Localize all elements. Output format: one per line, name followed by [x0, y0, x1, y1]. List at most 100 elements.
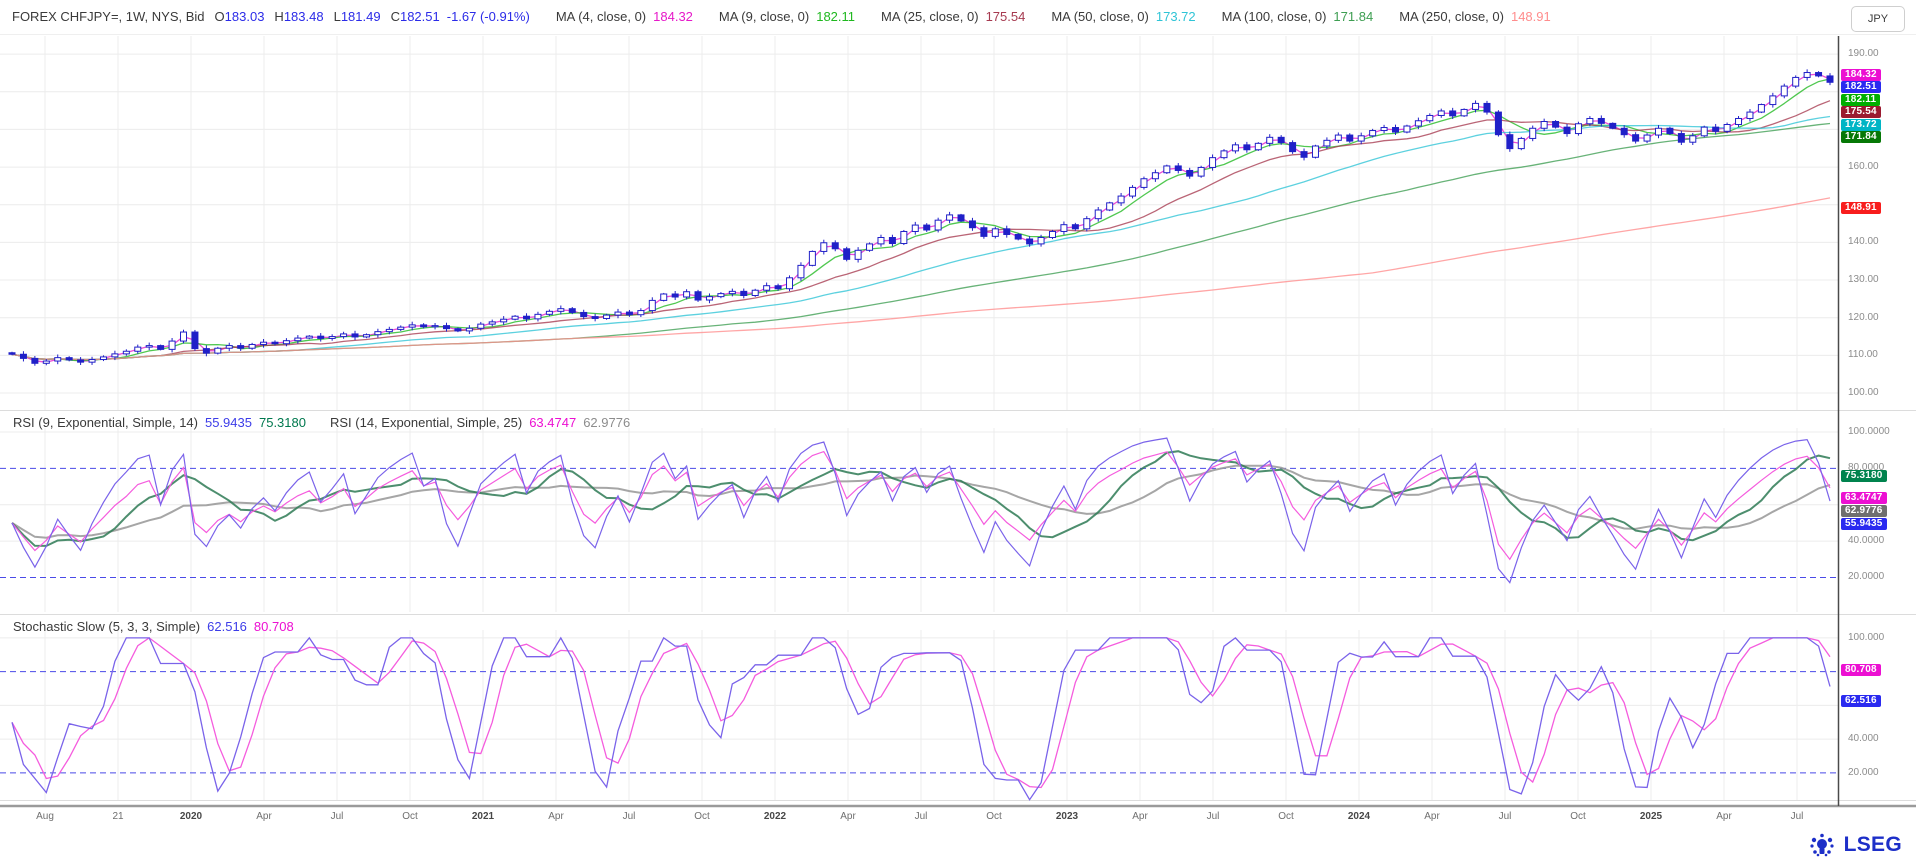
rsi2-signal-value: 62.9776 [583, 415, 631, 430]
instrument-title[interactable]: FOREX CHFJPY=, 1W, NYS, Bid [12, 9, 205, 24]
ohlc-item: O183.03 [214, 9, 265, 24]
price-axis-tick: 100.0000 [1848, 426, 1890, 437]
price-axis-tick: 190.00 [1848, 48, 1879, 60]
price-badge: 182.51 [1841, 81, 1881, 94]
price-axis-tick: 100.000 [1848, 631, 1885, 643]
price-axis-tick: 40.000 [1848, 733, 1879, 745]
ma-legend-item[interactable]: MA (9, close, 0) 182.11 [718, 9, 856, 24]
price-axis-tick: 160.00 [1848, 161, 1879, 173]
chart-legend-rsi: RSI (9, Exponential, Simple, 14) 55.9435… [13, 415, 630, 430]
ma-legend-item[interactable]: MA (100, close, 0) 171.84 [1221, 9, 1374, 24]
time-axis-label: Oct [986, 811, 1002, 822]
stochastic-k-value: 62.516 [207, 619, 247, 634]
ohlc-item: C182.51 [390, 9, 440, 24]
price-badge: 173.72 [1841, 118, 1881, 131]
price-axis-tick: 110.00 [1848, 349, 1878, 361]
candlestick-series [8, 69, 1834, 366]
price-axis-column: 190.00 160.00 140.00 130.00 120.00 110.00 100.… [1840, 0, 1916, 862]
time-axis-label: Apr [840, 811, 856, 822]
time-axis-label: Aug [36, 811, 54, 822]
time-axis-label: Oct [694, 811, 710, 822]
ma-line-2 [11, 73, 1831, 363]
lseg-logo-text: LSEG [1843, 833, 1902, 856]
time-axis-label: Jul [1206, 811, 1220, 822]
ma-legend-item[interactable]: MA (50, close, 0) 173.72 [1051, 9, 1196, 24]
time-axis-label: Apr [548, 811, 564, 822]
time-axis-label: Oct [1570, 811, 1586, 822]
stochastic-k-line [11, 636, 1831, 801]
ma-legend-group: MA (4, close, 0) 184.32 MA (9, close, 0) 18… [530, 9, 1551, 24]
ma-line-12 [11, 100, 1831, 361]
ohlc-values: O183.03 H183.48 L181.49 C182.51 [205, 9, 440, 24]
ma-line-120 [11, 197, 1831, 361]
time-axis-label: 2020 [179, 811, 203, 822]
rsi1-signal-line [11, 450, 1831, 547]
time-axis-label: Jul [1498, 811, 1512, 822]
price-badge: 184.32 [1841, 68, 1881, 81]
price-badge: 55.9435 [1841, 517, 1887, 530]
footer-brand: LSEG [1807, 832, 1902, 858]
ma-legend-item[interactable]: MA (250, close, 0) 148.91 [1399, 9, 1551, 24]
time-axis-label: Jul [330, 811, 344, 822]
time-axis-label: 2023 [1055, 811, 1079, 822]
price-badge: 63.4747 [1841, 491, 1887, 504]
ohlc-item: L181.49 [333, 9, 381, 24]
stochastic-d-value: 80.708 [253, 619, 294, 634]
price-badge: 62.516 [1841, 694, 1881, 707]
time-axis-label: Jul [1790, 811, 1804, 822]
price-badge: 182.11 [1841, 93, 1881, 106]
time-axis-label: 2024 [1347, 811, 1371, 822]
price-axis-tick: 20.000 [1848, 766, 1879, 778]
rsi2-value: 63.4747 [529, 415, 577, 430]
ohlc-item: H183.48 [274, 9, 324, 24]
price-axis-tick: 40.0000 [1848, 535, 1885, 547]
stochastic-label[interactable]: Stochastic Slow (5, 3, 3, Simple) [13, 619, 201, 634]
time-axis-label: Oct [402, 811, 418, 822]
ma-legend-item[interactable]: MA (4, close, 0) 184.32 [555, 9, 693, 24]
rsi2-label[interactable]: RSI (14, Exponential, Simple, 25) [329, 415, 523, 430]
price-badge: 175.54 [1841, 106, 1881, 119]
time-axis-label: Apr [1424, 811, 1440, 822]
ma-legend-item[interactable]: MA (25, close, 0) 175.54 [881, 9, 1026, 24]
rsi1-label[interactable]: RSI (9, Exponential, Simple, 14) [13, 415, 198, 430]
price-badge: 80.708 [1841, 663, 1881, 676]
price-badge: 62.9776 [1841, 504, 1887, 517]
time-axis: Aug 21 2020 Apr Jul Oct 2021 Apr Jul Oct 2022 Apr Ju… [0, 809, 1916, 825]
time-axis-label: Apr [1132, 811, 1148, 822]
price-axis-tick: 100.00 [1848, 387, 1879, 399]
ma-line-25 [11, 115, 1831, 361]
price-axis-tick: 20.0000 [1848, 571, 1885, 583]
rsi1-signal-value: 75.3180 [258, 415, 306, 430]
time-axis-label: 21 [112, 811, 124, 822]
time-axis-label: Oct [1278, 811, 1294, 822]
price-badge: 148.91 [1841, 202, 1881, 215]
time-axis-label: 2021 [471, 811, 495, 822]
rsi-series [11, 437, 1831, 584]
gridlines [0, 36, 1838, 800]
chart-legend-stochastic: Stochastic Slow (5, 3, 3, Simple) 62.516… [13, 619, 294, 634]
rsi1-value: 55.9435 [204, 415, 252, 430]
price-axis-tick: 140.00 [1848, 236, 1879, 248]
price-axis-tick: 80.0000 [1848, 462, 1885, 474]
currency-axis-button[interactable]: JPY [1851, 6, 1905, 32]
time-axis-label: Apr [1716, 811, 1732, 822]
rsi1-line [11, 437, 1831, 584]
price-badge: 75.3180 [1841, 470, 1887, 483]
price-axis-tick: 130.00 [1848, 274, 1879, 286]
ma-lines [11, 73, 1831, 363]
time-axis-label: Jul [622, 811, 636, 822]
time-axis-label: Apr [256, 811, 272, 822]
lseg-logo-icon [1810, 833, 1834, 857]
time-axis-label: Jul [914, 811, 928, 822]
change-value: -1.67 (-0.91%) [446, 9, 530, 24]
price-badge: 171.84 [1841, 131, 1881, 144]
time-axis-label: 2025 [1639, 811, 1663, 822]
time-axis-label: 2022 [763, 811, 787, 822]
stochastic-series [11, 636, 1831, 801]
price-axis-tick: 120.00 [1848, 311, 1879, 323]
chart-legend-main: FOREX CHFJPY=, 1W, NYS, Bid O183.03 H183.… [12, 9, 1551, 24]
rsi2-signal-line [11, 464, 1831, 539]
ma-line-5 [11, 78, 1831, 362]
